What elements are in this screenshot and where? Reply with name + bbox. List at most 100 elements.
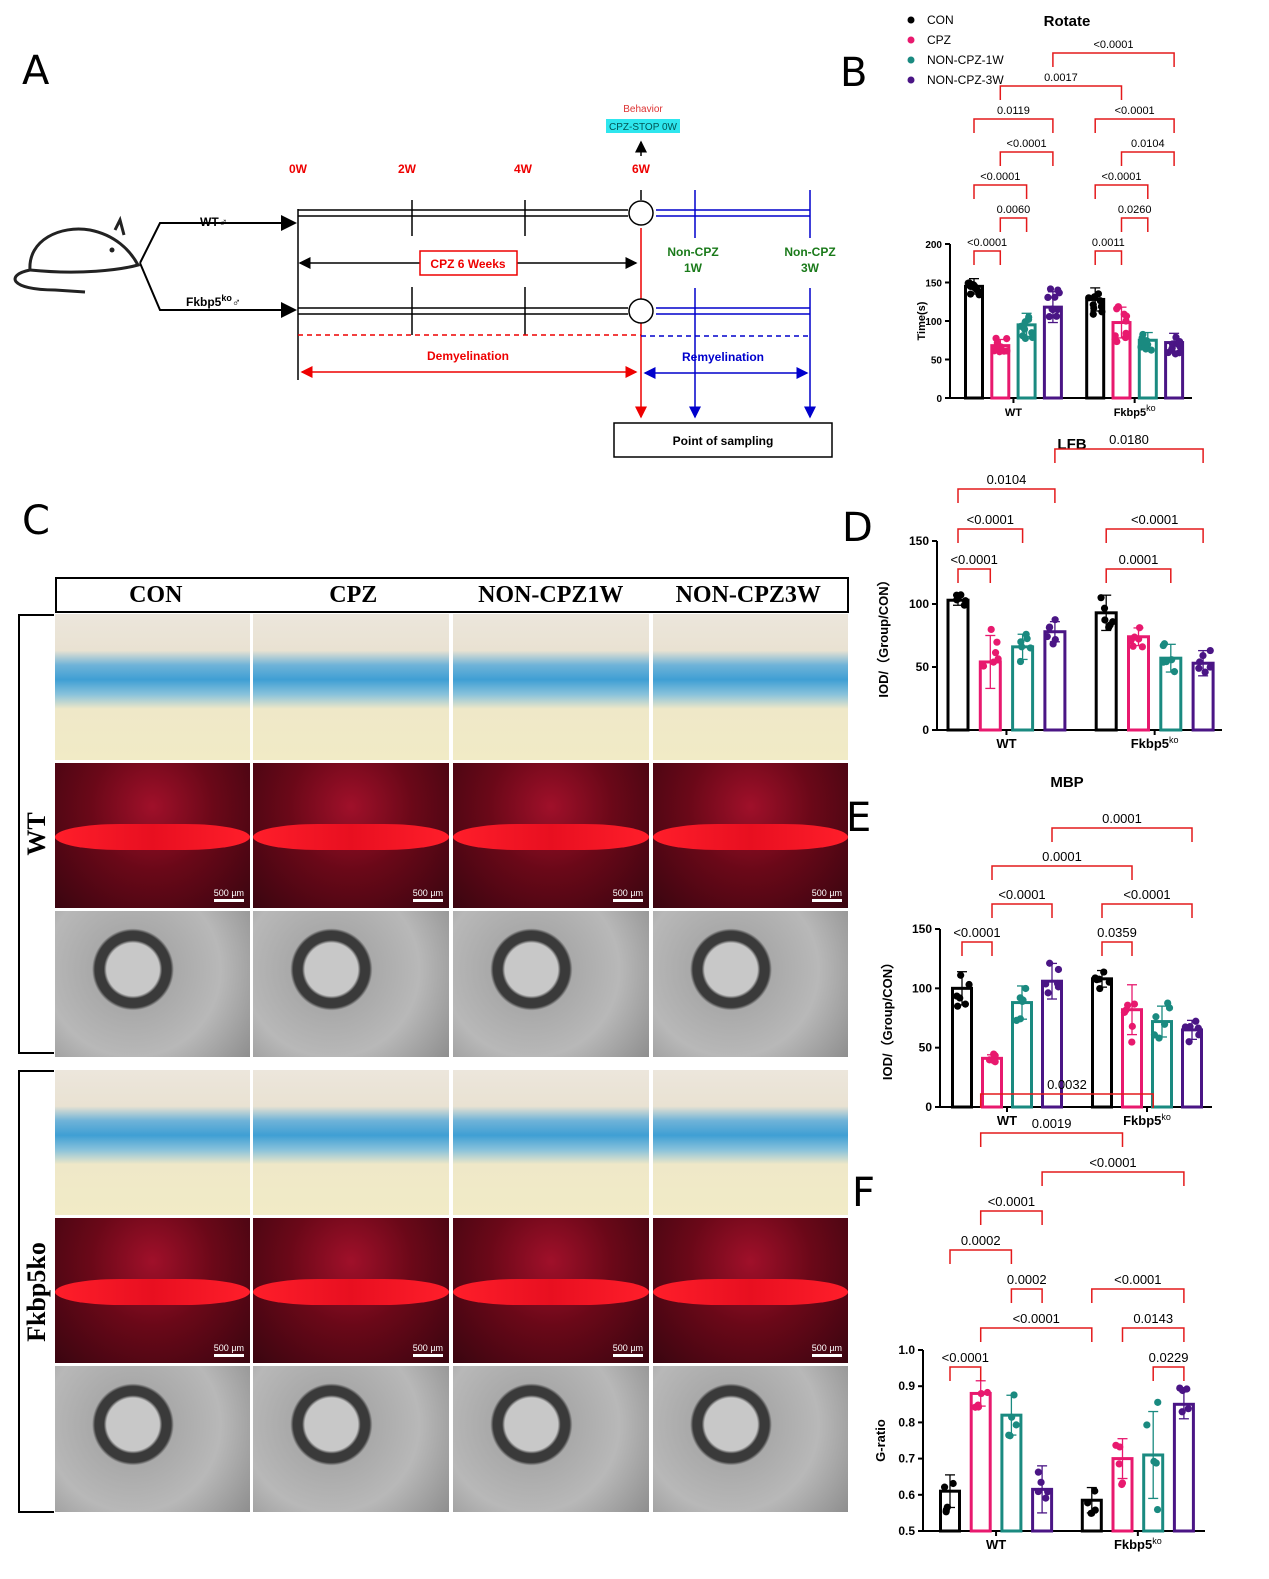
x-tick-label: Fkbp5ko xyxy=(1123,1112,1171,1128)
mbp-fluorescence-image: 500 µm xyxy=(253,1218,449,1363)
x-tick-label: WT xyxy=(986,1537,1006,1552)
data-point xyxy=(1034,1487,1042,1496)
significance-bracket xyxy=(979,1327,1093,1342)
y-tick-label: 0 xyxy=(936,394,942,405)
significance-bracket xyxy=(979,1132,1124,1147)
y-tick-label: 100 xyxy=(925,317,942,328)
legend-marker xyxy=(907,16,915,24)
p-value-label: 0.0032 xyxy=(1047,1077,1087,1092)
panel-letter-e: E xyxy=(846,795,872,841)
data-point xyxy=(1016,994,1024,1002)
lfb-stain-image xyxy=(453,1070,649,1215)
em-image xyxy=(55,911,250,1057)
y-tick-label: 100 xyxy=(912,981,932,995)
behavior-label: Behavior xyxy=(623,104,663,115)
data-point xyxy=(1096,297,1104,305)
data-point xyxy=(1026,644,1035,652)
row-label-ko: Fkbp5ko xyxy=(18,1070,54,1513)
significance-bracket xyxy=(999,85,1123,100)
scale-bar: 500 µm xyxy=(412,888,443,902)
time-label-4w: 4W xyxy=(514,162,533,176)
scale-bar-label: 500 µm xyxy=(412,888,443,898)
timepoint-circle-wt xyxy=(628,200,654,226)
data-point xyxy=(1053,305,1062,314)
data-point xyxy=(1115,1460,1123,1468)
cpz-duration-box xyxy=(419,250,518,276)
legend-marker xyxy=(907,76,915,84)
data-point xyxy=(953,1002,962,1010)
significance-bracket xyxy=(1121,1327,1185,1342)
data-point xyxy=(1100,968,1108,976)
data-point xyxy=(1168,340,1177,348)
scale-bar: 500 µm xyxy=(811,1343,842,1357)
mbp-fluorescence-image: 500 µm xyxy=(653,1218,848,1363)
p-value-label: 0.0011 xyxy=(1092,237,1125,249)
significance-bracket xyxy=(1105,568,1172,583)
bar xyxy=(981,1056,1003,1109)
non-cpz-1w-label: Non-CPZ xyxy=(667,245,718,259)
data-point xyxy=(1195,1031,1203,1039)
data-point xyxy=(1046,285,1055,293)
legend-label-non-cpz-1w: NON-CPZ-1W xyxy=(927,53,1004,67)
scale-bar-label: 500 µm xyxy=(811,1343,842,1353)
data-point xyxy=(1052,312,1061,320)
p-value-label: 0.0002 xyxy=(961,1233,1001,1248)
significance-bracket xyxy=(973,118,1054,133)
mbp-fluorescence-image: 500 µm xyxy=(653,763,848,908)
data-point xyxy=(1022,984,1030,993)
chart-title: Rotate xyxy=(1044,13,1091,30)
p-value-label: 0.0104 xyxy=(1131,138,1165,150)
data-point xyxy=(1043,632,1051,641)
data-point xyxy=(987,625,995,634)
p-value-label: 0.0017 xyxy=(1044,72,1078,84)
y-tick-label: 0 xyxy=(922,723,929,737)
data-point xyxy=(1160,1020,1169,1028)
lfb-stain-image xyxy=(253,1070,449,1215)
y-tick-label: 50 xyxy=(919,1041,933,1055)
x-tick-label: Fkbp5ko xyxy=(1114,1536,1162,1552)
data-point xyxy=(1143,1421,1151,1429)
data-point xyxy=(979,662,988,670)
data-point xyxy=(1127,637,1135,645)
em-image xyxy=(453,911,649,1057)
data-point xyxy=(1044,1488,1052,1496)
data-point xyxy=(1195,658,1204,666)
bar xyxy=(1091,977,1113,1109)
mbp-fluorescence-image: 500 µm xyxy=(253,763,449,908)
data-point xyxy=(961,1000,970,1008)
data-point xyxy=(1018,643,1026,651)
data-point xyxy=(1122,317,1130,325)
panel-letter-f: F xyxy=(852,1170,876,1216)
mouse-icon xyxy=(13,215,141,294)
data-point xyxy=(1098,308,1106,316)
data-point xyxy=(1012,1016,1021,1025)
p-value-label: <0.0001 xyxy=(950,552,997,567)
data-point xyxy=(1122,329,1130,337)
time-label-6w: 6W xyxy=(632,162,651,176)
remyelination-label: Remyelination xyxy=(682,350,764,364)
data-point xyxy=(1054,286,1062,294)
p-value-label: <0.0001 xyxy=(1123,887,1170,902)
y-axis-label: IOD/（Group/CON） xyxy=(880,956,895,1080)
data-point xyxy=(1113,305,1121,313)
data-point xyxy=(1089,310,1097,318)
significance-bracket xyxy=(973,250,1002,265)
data-point xyxy=(1178,1408,1186,1416)
significance-bracket xyxy=(1010,1288,1043,1303)
data-point xyxy=(1053,979,1062,988)
data-point xyxy=(1195,664,1203,672)
data-point xyxy=(957,971,965,979)
significance-bracket xyxy=(1120,217,1149,232)
data-point xyxy=(1118,1479,1127,1487)
panel-letter-c: C xyxy=(22,498,50,544)
bar xyxy=(969,1391,992,1533)
data-point xyxy=(1028,329,1036,337)
data-point xyxy=(993,638,1001,646)
sampling-box xyxy=(613,422,833,458)
significance-bracket xyxy=(1054,448,1204,463)
data-point xyxy=(1152,1013,1160,1021)
x-tick-label: WT xyxy=(996,736,1016,751)
significance-bracket xyxy=(1094,184,1149,199)
p-value-label: 0.0104 xyxy=(987,472,1027,487)
